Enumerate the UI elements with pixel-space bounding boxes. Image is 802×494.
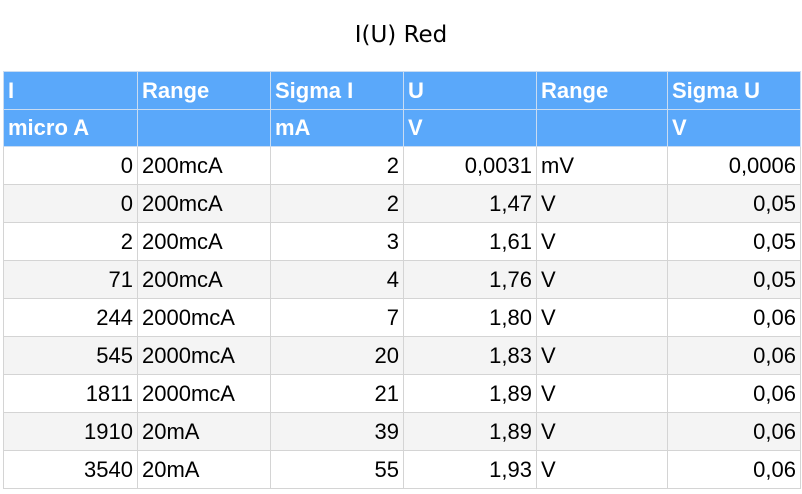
cell-current-range: 200mcA <box>137 260 271 299</box>
cell-sigma-current: 39 <box>270 412 404 451</box>
cell-current: 0 <box>3 184 138 223</box>
table-row: 0 200mcA 2 1,47 V 0,05 <box>3 184 801 223</box>
cell-sigma-voltage: 0,05 <box>667 260 801 299</box>
cell-voltage-range: V <box>536 450 668 489</box>
cell-current-range: 2000mcA <box>137 336 271 375</box>
table-row: 0 200mcA 2 0,0031 mV 0,0006 <box>3 146 801 185</box>
data-table: I Range Sigma I U Range Sigma U micro A … <box>3 71 801 489</box>
unit-cell-sigma-current: mA <box>270 109 404 147</box>
unit-cell-current-range <box>137 109 271 147</box>
cell-current-range: 2000mcA <box>137 298 271 337</box>
cell-voltage: 1,61 <box>403 222 537 261</box>
cell-sigma-voltage: 0,06 <box>667 374 801 413</box>
cell-sigma-current: 3 <box>270 222 404 261</box>
table-row: 1910 20mA 39 1,89 V 0,06 <box>3 412 801 451</box>
unit-cell-voltage-range <box>536 109 668 147</box>
table-row: 3540 20mA 55 1,93 V 0,06 <box>3 450 801 489</box>
cell-current-range: 20mA <box>137 450 271 489</box>
cell-current: 3540 <box>3 450 138 489</box>
cell-voltage-range: V <box>536 260 668 299</box>
cell-sigma-voltage: 0,05 <box>667 222 801 261</box>
table-row: 244 2000mcA 7 1,80 V 0,06 <box>3 298 801 337</box>
unit-cell-voltage: V <box>403 109 537 147</box>
cell-voltage: 1,93 <box>403 450 537 489</box>
unit-cell-sigma-voltage: V <box>667 109 801 147</box>
cell-voltage: 0,0031 <box>403 146 537 185</box>
cell-sigma-voltage: 0,05 <box>667 184 801 223</box>
cell-current: 71 <box>3 260 138 299</box>
table-row: 1811 2000mcA 21 1,89 V 0,06 <box>3 374 801 413</box>
cell-current-range: 20mA <box>137 412 271 451</box>
cell-sigma-voltage: 0,0006 <box>667 146 801 185</box>
header-cell-sigma-voltage: Sigma U <box>667 71 801 110</box>
cell-voltage: 1,89 <box>403 374 537 413</box>
cell-voltage: 1,47 <box>403 184 537 223</box>
cell-voltage-range: V <box>536 184 668 223</box>
cell-voltage-range: mV <box>536 146 668 185</box>
cell-current: 0 <box>3 146 138 185</box>
cell-sigma-current: 4 <box>270 260 404 299</box>
cell-sigma-voltage: 0,06 <box>667 336 801 375</box>
cell-voltage: 1,89 <box>403 412 537 451</box>
cell-voltage-range: V <box>536 222 668 261</box>
table-row: 545 2000mcA 20 1,83 V 0,06 <box>3 336 801 375</box>
table-row: 71 200mcA 4 1,76 V 0,05 <box>3 260 801 299</box>
header-cell-current-range: Range <box>137 71 271 110</box>
cell-sigma-voltage: 0,06 <box>667 412 801 451</box>
cell-current: 1811 <box>3 374 138 413</box>
cell-current-range: 200mcA <box>137 146 271 185</box>
header-cell-sigma-current: Sigma I <box>270 71 404 110</box>
cell-sigma-current: 21 <box>270 374 404 413</box>
header-cell-current: I <box>3 71 138 110</box>
cell-current-range: 200mcA <box>137 222 271 261</box>
cell-current-range: 2000mcA <box>137 374 271 413</box>
cell-voltage-range: V <box>536 374 668 413</box>
cell-current: 2 <box>3 222 138 261</box>
header-row-units: micro A mA V V <box>3 109 801 147</box>
cell-sigma-current: 2 <box>270 184 404 223</box>
cell-sigma-voltage: 0,06 <box>667 298 801 337</box>
page-title: I(U) Red <box>354 22 448 48</box>
cell-sigma-voltage: 0,06 <box>667 450 801 489</box>
cell-voltage: 1,76 <box>403 260 537 299</box>
cell-sigma-current: 55 <box>270 450 404 489</box>
cell-sigma-current: 2 <box>270 146 404 185</box>
cell-voltage: 1,83 <box>403 336 537 375</box>
cell-current-range: 200mcA <box>137 184 271 223</box>
cell-current: 244 <box>3 298 138 337</box>
cell-voltage-range: V <box>536 412 668 451</box>
table-row: 2 200mcA 3 1,61 V 0,05 <box>3 222 801 261</box>
cell-voltage-range: V <box>536 298 668 337</box>
cell-sigma-current: 20 <box>270 336 404 375</box>
header-cell-voltage-range: Range <box>536 71 668 110</box>
header-row-names: I Range Sigma I U Range Sigma U <box>3 71 801 110</box>
unit-cell-current: micro A <box>3 109 138 147</box>
cell-voltage-range: V <box>536 336 668 375</box>
cell-current: 1910 <box>3 412 138 451</box>
header-cell-voltage: U <box>403 71 537 110</box>
cell-current: 545 <box>3 336 138 375</box>
cell-voltage: 1,80 <box>403 298 537 337</box>
cell-sigma-current: 7 <box>270 298 404 337</box>
